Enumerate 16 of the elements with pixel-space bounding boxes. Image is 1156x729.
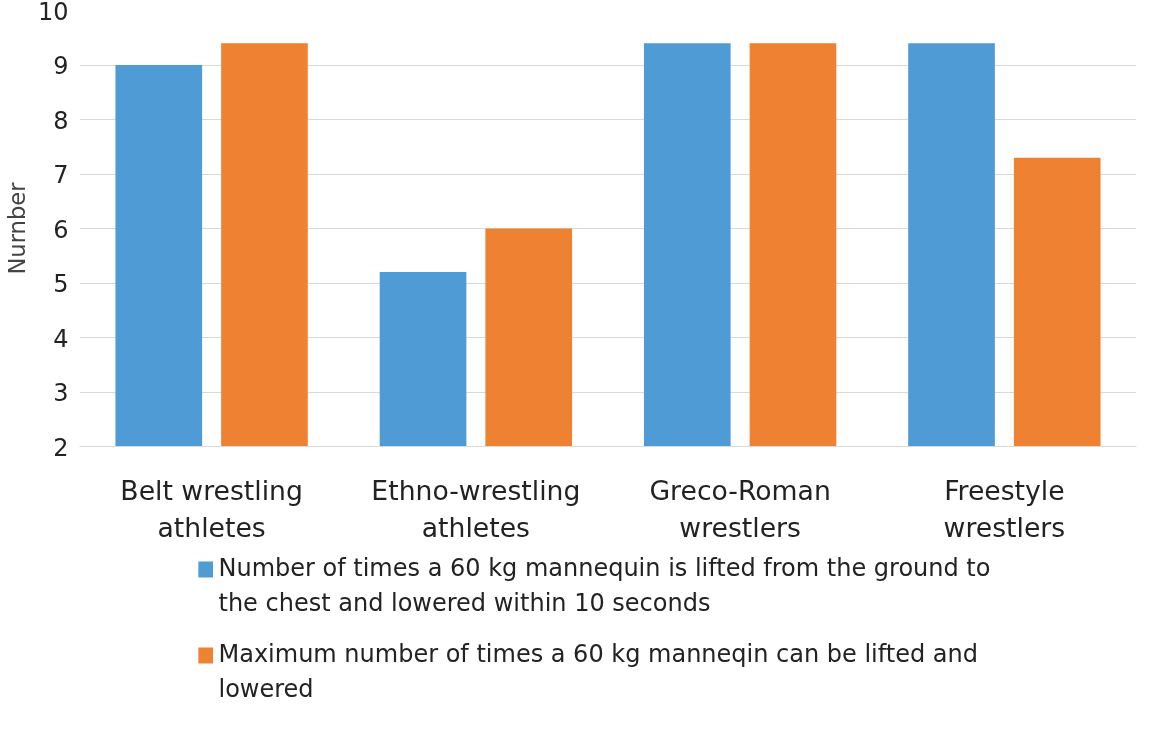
y-axis-title: Nurnber: [3, 181, 30, 275]
x-tick-label: Freestyle wrestlers: [943, 474, 1066, 543]
y-tick-label: 9: [53, 52, 69, 80]
x-tick-label: Belt wrestling athletes: [120, 474, 303, 543]
y-tick-label: 8: [53, 106, 69, 135]
legend-label: Number of times a 60 kg mannequin is lifted from the ground to the chest and lowered within 10 seconds: [218, 553, 991, 617]
y-tick-label: 10: [37, 0, 69, 26]
y-tick-label: 5: [53, 270, 69, 298]
x-tick-label: Ethno-wrestling athletes: [371, 474, 581, 543]
y-tick-label: 4: [53, 324, 69, 353]
y-tick-label: 7: [53, 161, 69, 189]
legend-label: Maximum number of times a 60 kg manneqin can be lifted and lowered: [218, 639, 978, 703]
y-tick-label: 2: [53, 433, 69, 462]
y-tick-label: 3: [53, 379, 69, 407]
y-tick-label: 6: [53, 215, 69, 244]
x-tick-label: Greco-Roman wrestlers: [649, 474, 831, 543]
